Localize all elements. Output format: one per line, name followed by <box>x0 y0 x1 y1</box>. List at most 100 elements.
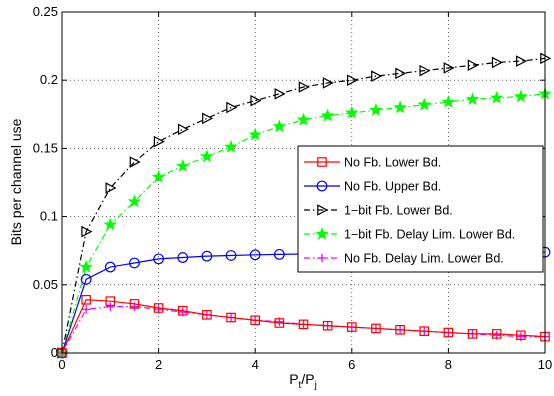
x-tick-label: 6 <box>348 357 355 372</box>
data-point <box>491 329 502 339</box>
data-point <box>151 169 166 183</box>
data-point <box>369 103 383 116</box>
legend-label: 1−bit Fb. Delay Lim. Lower Bd. <box>344 228 515 242</box>
legend-entry-4: 1−bit Fb. Delay Lim. Lower Bd. <box>304 226 515 242</box>
data-point <box>465 92 480 106</box>
legend-label: 1−bit Fb. Lower Bd. <box>344 204 453 218</box>
y-tick-label: 0.15 <box>33 140 58 155</box>
data-point <box>177 252 189 263</box>
data-point <box>250 94 262 107</box>
legend-box <box>297 145 544 273</box>
data-point <box>105 182 117 194</box>
y-tick-label: 0.05 <box>33 277 58 292</box>
data-point <box>371 323 381 334</box>
data-point <box>441 94 456 108</box>
data-point <box>419 326 430 336</box>
data-point <box>103 217 118 231</box>
data-point <box>202 310 212 320</box>
data-point <box>322 77 334 89</box>
tick-labels: 0 2 4 6 8 10 0 0.05 0.1 0.15 0.2 0.25 <box>33 4 553 372</box>
data-point <box>516 330 526 341</box>
data-point <box>347 322 357 332</box>
data-point <box>273 248 285 260</box>
data-point <box>225 250 237 261</box>
legend-entry-5: No Fb. Delay Lim. Lower Bd. <box>304 252 504 266</box>
data-point <box>347 74 359 86</box>
data-point <box>395 67 407 80</box>
legend-label: No Fb. Lower Bd. <box>344 156 441 170</box>
data-point <box>81 295 91 305</box>
grid <box>62 12 545 353</box>
data-point <box>248 127 262 141</box>
plot-frame <box>61 11 546 354</box>
x-tick-label: 8 <box>445 357 452 372</box>
data-point <box>514 89 528 103</box>
series-line <box>61 57 546 354</box>
data-point <box>443 327 454 338</box>
data-point <box>177 123 190 136</box>
y-tick-label: 0 <box>51 345 58 360</box>
data-point <box>467 59 479 71</box>
legend-marker <box>317 253 327 263</box>
data-point <box>345 105 359 119</box>
data-point <box>371 70 383 82</box>
data-point <box>79 260 93 273</box>
data-point <box>80 273 92 285</box>
data-point <box>129 299 140 309</box>
data-point <box>489 90 504 104</box>
data-point <box>320 108 335 122</box>
x-tick-label: 4 <box>252 357 259 372</box>
data-point <box>443 62 455 74</box>
legend: No Fb. Lower Bd. No Fb. Upper Bd. 1−bit Fb… <box>297 145 544 273</box>
legend-marker <box>317 157 327 167</box>
data-point <box>298 81 310 93</box>
series-1 <box>57 295 550 358</box>
x-axis-label: Pt/Pj <box>289 371 317 391</box>
y-axis-label: Bits per channel use <box>8 118 24 245</box>
data-point <box>106 302 115 311</box>
data-point <box>202 112 214 125</box>
data-point <box>516 55 528 67</box>
data-point <box>417 97 431 111</box>
y-tick-label: 0.2 <box>40 72 58 87</box>
data-point <box>274 88 286 100</box>
series-3 <box>57 52 552 359</box>
legend-label: No Fb. Delay Lim. Lower Bd. <box>344 252 504 266</box>
data-point <box>153 135 165 148</box>
legend-marker <box>315 226 329 240</box>
legend-entry-2: No Fb. Upper Bd. <box>304 180 441 194</box>
data-point <box>177 305 188 316</box>
data-point <box>322 320 333 331</box>
y-tick-label: 0.25 <box>33 4 58 19</box>
data-point <box>224 139 238 153</box>
data-point <box>274 318 285 328</box>
data-point <box>129 257 140 269</box>
data-point <box>201 250 213 262</box>
legend-marker <box>317 204 329 216</box>
series-4 <box>55 86 552 359</box>
data-point <box>249 249 261 261</box>
data-point <box>298 319 309 330</box>
x-tick-label: 2 <box>155 357 162 372</box>
data-point <box>176 159 190 172</box>
data-point <box>250 315 260 326</box>
data-point <box>104 261 116 273</box>
y-tick-label: 0.1 <box>40 209 58 224</box>
data-point <box>272 119 287 133</box>
data-point <box>419 64 431 77</box>
x-tick-label: 10 <box>538 357 552 372</box>
data-point <box>200 149 214 163</box>
data-point <box>129 156 141 168</box>
data-point <box>153 303 164 313</box>
series-line <box>61 299 546 354</box>
legend-entry-3: 1−bit Fb. Lower Bd. <box>304 204 453 218</box>
data-point <box>296 112 311 126</box>
data-point <box>395 325 405 335</box>
legend-marker <box>316 180 328 192</box>
data-point <box>491 56 503 69</box>
data-point <box>81 225 93 238</box>
x-tick-label: 0 <box>58 357 65 372</box>
data-point <box>393 100 407 114</box>
